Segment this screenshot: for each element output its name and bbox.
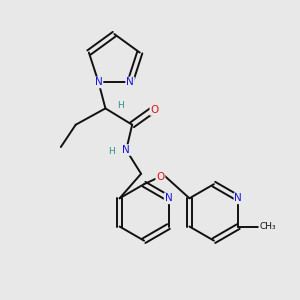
Text: H: H — [108, 147, 115, 156]
Text: N: N — [122, 145, 130, 155]
Text: CH₃: CH₃ — [259, 222, 276, 231]
Text: O: O — [150, 105, 159, 115]
Text: N: N — [165, 193, 172, 203]
Text: N: N — [126, 77, 134, 88]
Text: H: H — [117, 101, 124, 110]
Text: O: O — [156, 172, 164, 182]
Text: N: N — [235, 193, 242, 203]
Text: N: N — [95, 77, 103, 88]
